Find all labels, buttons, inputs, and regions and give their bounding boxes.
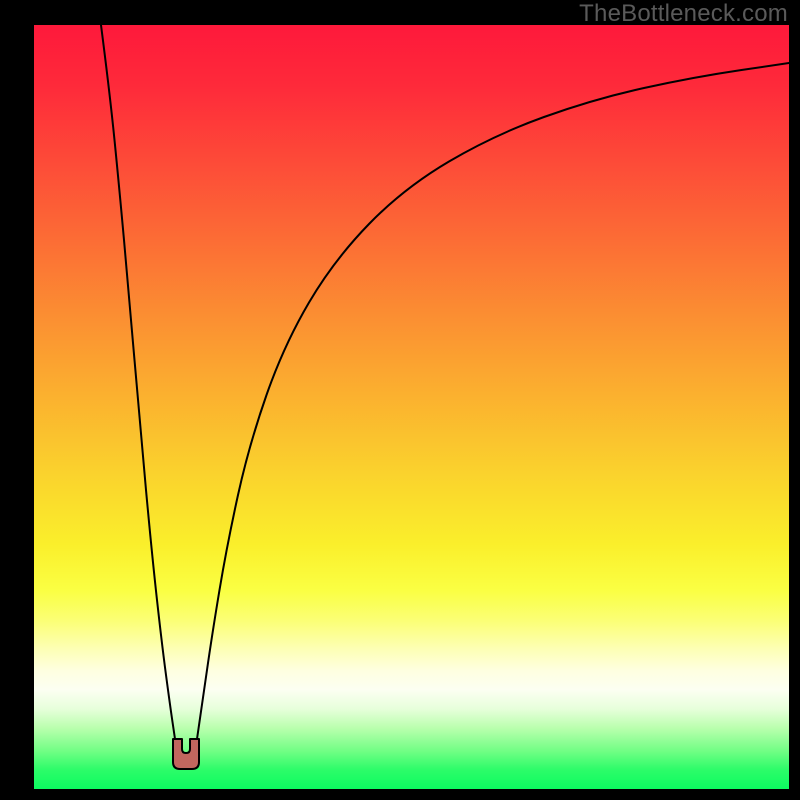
plot-area xyxy=(34,25,789,789)
bottleneck-chart-svg xyxy=(34,25,789,789)
gradient-background xyxy=(34,25,789,789)
frame-border-right xyxy=(789,0,800,800)
frame-border-bottom xyxy=(0,789,800,800)
frame-border-left xyxy=(0,0,34,800)
watermark-text: TheBottleneck.com xyxy=(579,0,788,28)
chart-frame: TheBottleneck.com xyxy=(0,0,800,800)
